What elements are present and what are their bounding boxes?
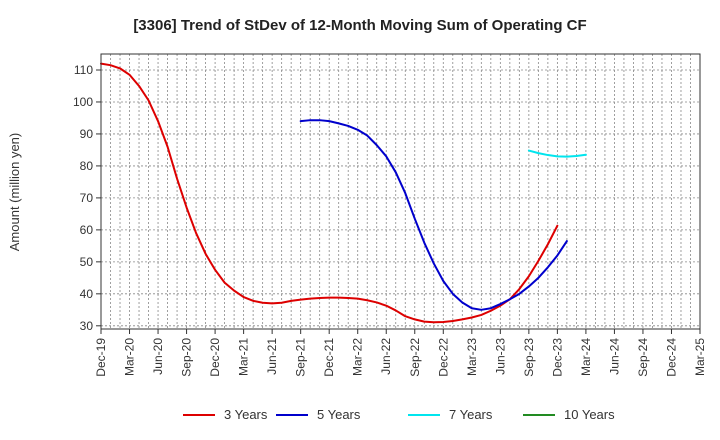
y-tick-label: 60 — [80, 223, 94, 237]
legend-label: 7 Years — [449, 407, 493, 422]
x-tick-label: Jun-21 — [265, 338, 279, 375]
y-axis-ticks: 30 40 50 60 70 80 90 100 110 — [73, 63, 101, 333]
grid — [101, 54, 700, 329]
y-tick-label: 80 — [80, 159, 94, 173]
legend-label: 10 Years — [564, 407, 615, 422]
x-tick-label: Mar-21 — [237, 338, 251, 376]
x-tick-label: Mar-20 — [123, 338, 137, 376]
y-tick-label: 30 — [80, 319, 94, 333]
x-tick-label: Dec-24 — [664, 338, 678, 377]
x-tick-label: Mar-23 — [465, 338, 479, 376]
x-tick-label: Sep-20 — [180, 338, 194, 377]
x-tick-label: Jun-24 — [607, 338, 621, 375]
x-tick-label: Dec-23 — [550, 338, 564, 377]
x-tick-label: Jun-20 — [151, 338, 165, 375]
x-tick-label: Mar-22 — [351, 338, 365, 376]
y-axis-label: Amount (million yen) — [7, 133, 22, 252]
x-tick-label: Sep-24 — [636, 338, 650, 377]
x-tick-label: Dec-20 — [208, 338, 222, 377]
x-tick-label: Dec-22 — [436, 338, 450, 377]
plot-frame — [100, 53, 701, 330]
x-tick-label: Sep-22 — [408, 338, 422, 377]
x-tick-label: Jun-22 — [379, 338, 393, 375]
series-lines — [100, 62, 587, 324]
y-tick-label: 100 — [73, 95, 93, 109]
x-tick-label: Dec-21 — [322, 338, 336, 377]
legend-label: 3 Years — [224, 407, 268, 422]
x-tick-label: Sep-21 — [294, 338, 308, 377]
y-tick-label: 90 — [80, 127, 94, 141]
chart-title: [3306] Trend of StDev of 12-Month Moving… — [133, 17, 586, 34]
x-tick-label: Mar-24 — [579, 338, 593, 376]
y-tick-label: 50 — [80, 255, 94, 269]
y-tick-label: 70 — [80, 191, 94, 205]
y-tick-label: 40 — [80, 287, 94, 301]
legend: 3 Years 5 Years 7 Years 10 Years — [183, 407, 615, 422]
x-tick-label: Mar-25 — [693, 338, 707, 376]
legend-label: 5 Years — [317, 407, 361, 422]
x-axis-ticks: Dec-19 Mar-20 Jun-20 Sep-20 Dec-20 Mar-21 Jun-… — [94, 329, 707, 377]
x-tick-label: Dec-19 — [94, 338, 108, 377]
y-tick-label: 110 — [74, 63, 93, 77]
x-tick-label: Jun-23 — [493, 338, 507, 375]
x-tick-label: Sep-23 — [522, 338, 536, 377]
